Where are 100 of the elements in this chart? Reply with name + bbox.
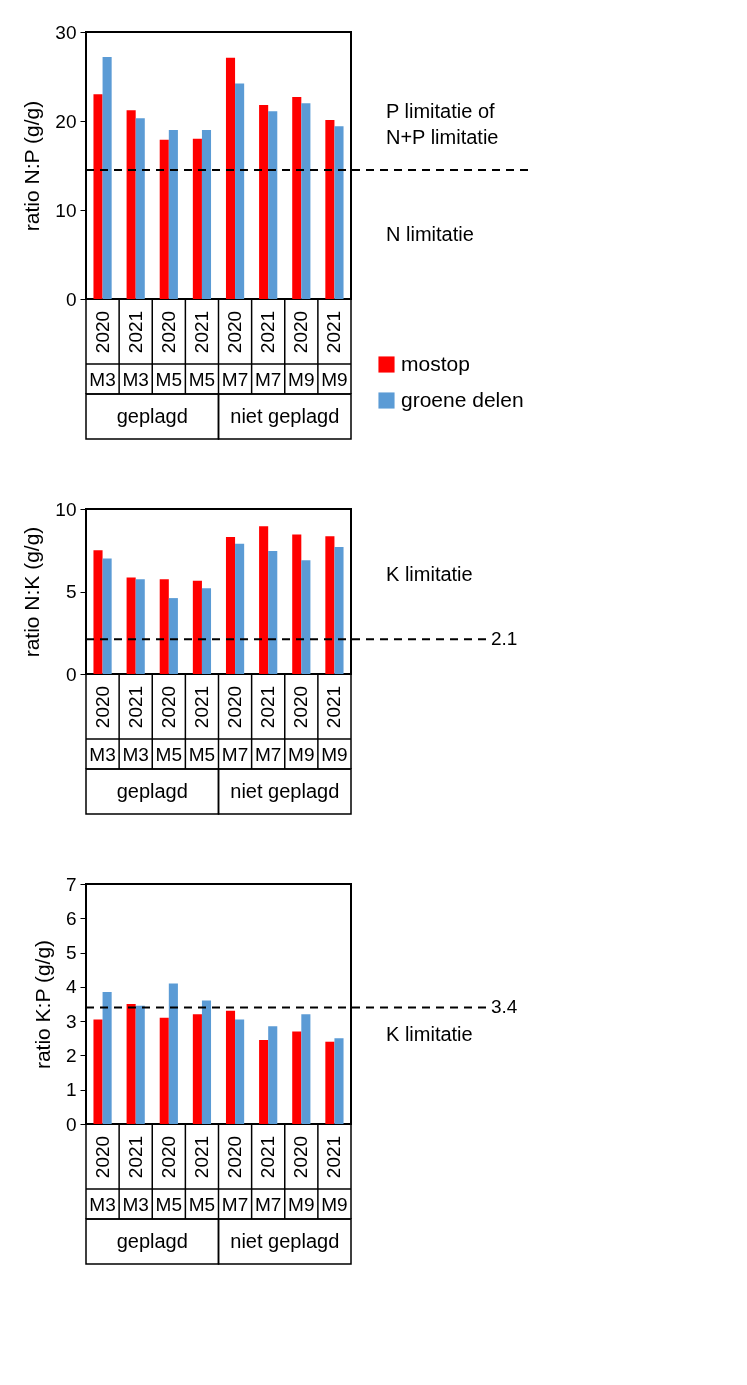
y-tick-label: 20 <box>55 110 77 132</box>
text: niet geplagd <box>230 1230 340 1252</box>
bar <box>235 83 245 299</box>
text: niet geplagd <box>230 780 340 802</box>
y-tick-label: 4 <box>65 976 77 998</box>
y-axis-title: ratio N:K (g/g) <box>20 526 44 658</box>
bar <box>192 138 202 299</box>
text: K limitatie <box>386 563 473 585</box>
bar <box>225 1010 236 1124</box>
text: M5 <box>155 744 183 765</box>
text: M5 <box>155 369 183 390</box>
x-tick-label: 2021 <box>257 310 279 354</box>
bar <box>334 1038 344 1124</box>
bar <box>225 57 236 299</box>
x-tick-label: 2020 <box>91 685 113 729</box>
legend-label: groene delen <box>401 387 524 411</box>
ref-line-label: 3.4 <box>491 996 518 1018</box>
text: niet geplagd <box>230 405 340 427</box>
bar <box>292 1031 302 1124</box>
bar <box>168 129 178 299</box>
bar <box>159 579 169 674</box>
bar <box>192 1014 202 1124</box>
x-tick-label: 2021 <box>323 310 345 354</box>
text: M9 <box>288 744 315 765</box>
text: N limitatie <box>386 222 474 245</box>
bar <box>201 588 212 674</box>
bar <box>268 1026 278 1124</box>
text: M7 <box>221 369 249 390</box>
text: M3 <box>122 369 149 390</box>
x-tick-label: 2020 <box>157 310 179 354</box>
y-tick-label: 0 <box>65 288 77 310</box>
bar <box>93 1019 103 1124</box>
x-tick-label: 2020 <box>157 1135 179 1179</box>
bar <box>301 1014 311 1124</box>
y-tick-label: 5 <box>65 581 77 602</box>
x-tick-label: 2020 <box>224 685 246 729</box>
bar <box>325 120 335 299</box>
bar <box>102 56 112 299</box>
text: M9 <box>321 369 348 390</box>
text: M7 <box>221 744 249 765</box>
text: M3 <box>122 744 149 765</box>
y-tick-label: 1 <box>65 1079 77 1101</box>
text: M3 <box>89 369 116 390</box>
text: M5 <box>188 369 216 390</box>
bar <box>301 560 311 674</box>
bar <box>159 139 169 299</box>
x-tick-label: 2020 <box>224 310 246 354</box>
text: geplagd <box>116 1230 188 1252</box>
bar <box>159 1017 169 1124</box>
bar <box>225 537 236 674</box>
bar <box>135 579 145 674</box>
text: geplagd <box>116 780 188 802</box>
y-tick-label: 0 <box>65 663 77 685</box>
y-tick-label: 5 <box>65 942 77 964</box>
x-tick-label: 2020 <box>290 310 312 354</box>
y-tick-label: 10 <box>55 199 77 221</box>
x-tick-label: 2020 <box>224 1135 246 1179</box>
bar <box>292 96 302 299</box>
bar <box>93 94 103 299</box>
x-tick-label: 2021 <box>323 685 345 729</box>
text: M3 <box>89 744 116 765</box>
ref-line-label: 2.1 <box>491 628 518 650</box>
x-tick-label: 2021 <box>323 1135 345 1179</box>
text: M9 <box>321 1194 348 1215</box>
bar <box>259 1040 269 1124</box>
x-tick-label: 2021 <box>190 310 212 354</box>
x-tick-label: 2020 <box>91 1135 113 1179</box>
x-tick-label: 2021 <box>190 685 212 729</box>
y-tick-label: 2 <box>65 1044 77 1066</box>
bar <box>102 558 112 674</box>
text: M7 <box>254 744 282 765</box>
bar <box>268 111 278 299</box>
bar <box>235 543 245 674</box>
bar <box>325 536 335 674</box>
x-tick-label: 2020 <box>290 1135 312 1179</box>
y-tick-label: 10 <box>55 498 77 520</box>
bar <box>126 1004 136 1124</box>
y-tick-label: 3 <box>65 1010 77 1032</box>
x-tick-label: 2020 <box>290 685 312 729</box>
y-axis-title: ratio K:P (g/g) <box>30 939 54 1070</box>
text: M3 <box>89 1194 116 1215</box>
text: M7 <box>254 369 282 390</box>
text: M5 <box>188 1194 216 1215</box>
bar <box>102 992 112 1124</box>
bar <box>126 577 136 674</box>
text: geplagd <box>116 405 188 427</box>
bar <box>168 983 178 1124</box>
x-tick-label: 2020 <box>157 685 179 729</box>
text: M3 <box>122 1194 149 1215</box>
text: M7 <box>221 1194 249 1215</box>
text: M5 <box>155 1194 183 1215</box>
bar <box>301 103 311 299</box>
legend-label: mostop <box>401 351 470 375</box>
bar <box>135 1005 145 1124</box>
text: M5 <box>188 744 216 765</box>
bar <box>201 1000 212 1124</box>
x-tick-label: 2020 <box>91 310 113 354</box>
bar <box>268 551 278 674</box>
bar <box>168 598 178 674</box>
bar <box>126 110 136 299</box>
